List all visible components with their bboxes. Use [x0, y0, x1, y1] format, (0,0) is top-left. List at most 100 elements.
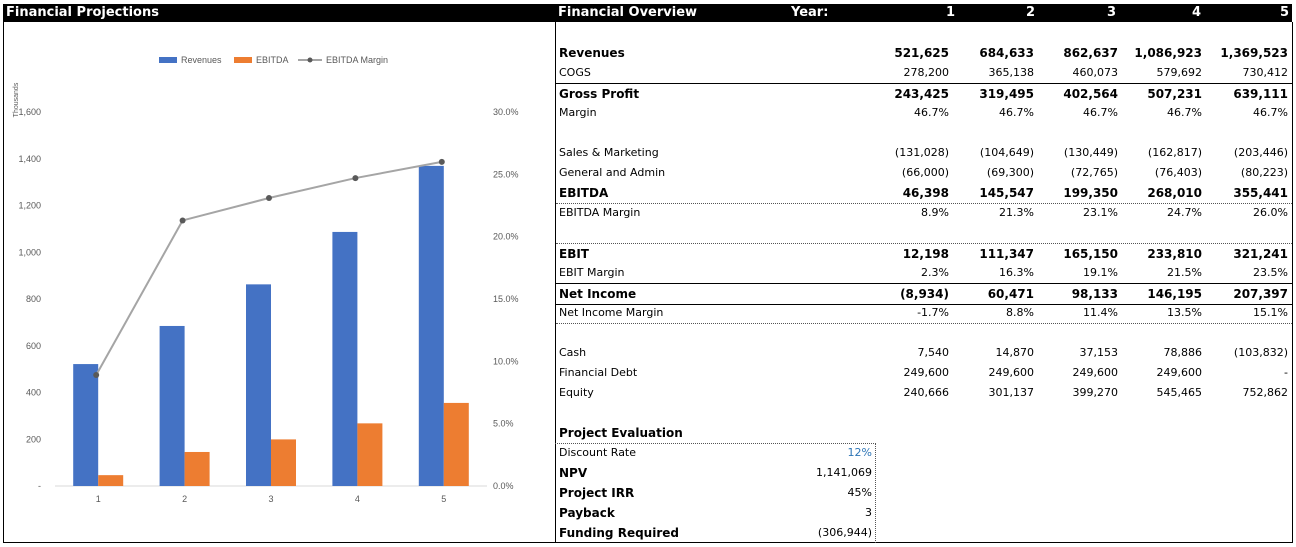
cell-year-4: 146,195 [1147, 287, 1202, 301]
cell-year-2: 301,137 [988, 386, 1035, 399]
y-tick-label: 400 [26, 388, 41, 398]
cell-year-4: (162,817) [1147, 146, 1202, 159]
cell-year-3: (130,449) [1063, 146, 1118, 159]
y-tick-label: 600 [26, 341, 41, 351]
cell-year-2: 319,495 [979, 87, 1034, 101]
cell-year-3: 19.1% [1083, 266, 1118, 279]
ebitda-bar [98, 475, 124, 486]
table-row: Margin 46.7% 46.7% 46.7% 46.7% 46.7% [556, 103, 1292, 123]
ebitda-margin-point [179, 217, 186, 224]
year-header-5: 5 [1279, 5, 1289, 20]
evaluation-row: Discount Rate 12% [556, 443, 875, 463]
cell-year-4: 46.7% [1167, 106, 1202, 119]
cell-year-3: 11.4% [1083, 306, 1118, 319]
cell-year-1: 240,666 [903, 386, 950, 399]
year-header-2: 2 [1025, 5, 1035, 20]
y2-tick-label: 5.0% [493, 419, 514, 429]
cell-year-2: 684,633 [979, 46, 1034, 60]
evaluation-value: 1,141,069 [816, 466, 872, 479]
row-label: Revenues [559, 46, 625, 60]
cell-year-4: 233,810 [1147, 247, 1202, 261]
row-label: COGS [559, 66, 591, 79]
cell-year-5: 730,412 [1242, 66, 1289, 79]
legend-swatch [159, 57, 177, 63]
cell-year-2: 46.7% [999, 106, 1034, 119]
ebitda-bar [271, 439, 296, 486]
revenues-bar [418, 165, 444, 486]
y-axis-title: Thousands [13, 82, 20, 117]
cell-year-4: 1,086,923 [1134, 46, 1202, 60]
revenues-bar [73, 364, 99, 486]
year-header-4: 4 [1191, 5, 1201, 20]
cell-year-1: 8.9% [921, 206, 949, 219]
ebitda-margin-point [438, 158, 445, 165]
row-label: Financial Debt [559, 366, 638, 379]
evaluation-value: 12% [847, 446, 872, 459]
evaluation-label: Project IRR [559, 486, 635, 500]
y-tick-label: 800 [26, 294, 41, 304]
row-label: Gross Profit [559, 87, 640, 101]
cell-year-1: 278,200 [903, 66, 950, 79]
cell-year-1: 46,398 [902, 186, 949, 200]
cell-year-3: 399,270 [1072, 386, 1119, 399]
cell-year-4: 579,692 [1156, 66, 1203, 79]
row-label: Margin [559, 106, 597, 119]
table-row: EBITDA Margin 8.9% 21.3% 23.1% 24.7% 26.0% [556, 203, 1292, 223]
cell-year-4: 24.7% [1167, 206, 1202, 219]
legend-label: EBITDA Margin [326, 55, 388, 65]
table-header-bar: Financial Overview Year: 1 2 3 4 5 [555, 4, 1292, 22]
revenues-bar [246, 284, 271, 486]
row-label: EBITDA Margin [559, 206, 641, 219]
y2-tick-label: 20.0% [493, 232, 519, 242]
evaluation-row: NPV 1,141,069 [556, 463, 875, 483]
cell-year-5: 23.5% [1253, 266, 1288, 279]
ebitda-bar [184, 451, 210, 486]
row-label: Net Income [559, 287, 637, 301]
y2-tick-label: 15.0% [493, 294, 519, 304]
cell-year-4: 507,231 [1147, 87, 1202, 101]
table-frame [555, 22, 1293, 543]
cell-year-3: 249,600 [1072, 366, 1119, 379]
evaluation-value: (306,944) [817, 526, 872, 539]
x-tick-label: 2 [182, 494, 187, 504]
legend-label: EBITDA [256, 55, 289, 65]
cell-year-4: 249,600 [1156, 366, 1203, 379]
evaluation-label: Funding Required [559, 526, 679, 540]
project-evaluation-title: Project Evaluation [559, 426, 683, 440]
table-row: EBITDA 46,398 145,547 199,350 268,010 355,441 [556, 183, 1292, 204]
cell-year-5: 321,241 [1233, 247, 1288, 261]
cell-year-2: 365,138 [988, 66, 1035, 79]
cell-year-5: (203,446) [1233, 146, 1288, 159]
legend-label: Revenues [181, 55, 222, 65]
cell-year-3: (72,765) [1070, 166, 1118, 179]
cell-year-1: 243,425 [894, 87, 949, 101]
cell-year-1: (66,000) [901, 166, 949, 179]
table-row: Cash 7,540 14,870 37,153 78,886 (103,832) [556, 343, 1292, 363]
cell-year-5: 46.7% [1253, 106, 1288, 119]
x-tick-label: 5 [441, 494, 446, 504]
y-tick-label: 1,600 [18, 107, 41, 117]
financial-projections-chart: Thousands - 200 400 600 800 1,000 1,200 1,400 1,6… [13, 55, 519, 504]
cell-year-5: 207,397 [1233, 287, 1288, 301]
row-label: EBITDA [559, 186, 609, 200]
row-label: Net Income Margin [559, 306, 664, 319]
cell-year-5: 639,111 [1233, 87, 1288, 101]
cell-year-2: 16.3% [999, 266, 1034, 279]
y2-tick-label: 0.0% [493, 481, 514, 491]
cell-year-4: 268,010 [1147, 186, 1202, 200]
revenues-bar [332, 231, 358, 486]
evaluation-label: Payback [559, 506, 615, 520]
cell-year-1: 7,540 [917, 346, 950, 359]
cell-year-4: (76,403) [1154, 166, 1202, 179]
legend-swatch [234, 57, 252, 63]
row-label: EBIT Margin [559, 266, 625, 279]
table-row: Financial Debt 249,600 249,600 249,600 249,6… [556, 363, 1292, 383]
row-label: Equity [559, 386, 594, 399]
cell-year-4: 13.5% [1167, 306, 1202, 319]
y-tick-label: 1,000 [18, 247, 41, 257]
cell-year-2: 111,347 [979, 247, 1034, 261]
evaluation-value: 3 [865, 506, 872, 519]
cell-year-2: 8.8% [1006, 306, 1034, 319]
cell-year-2: (69,300) [986, 166, 1034, 179]
ebitda-bar [443, 402, 469, 486]
